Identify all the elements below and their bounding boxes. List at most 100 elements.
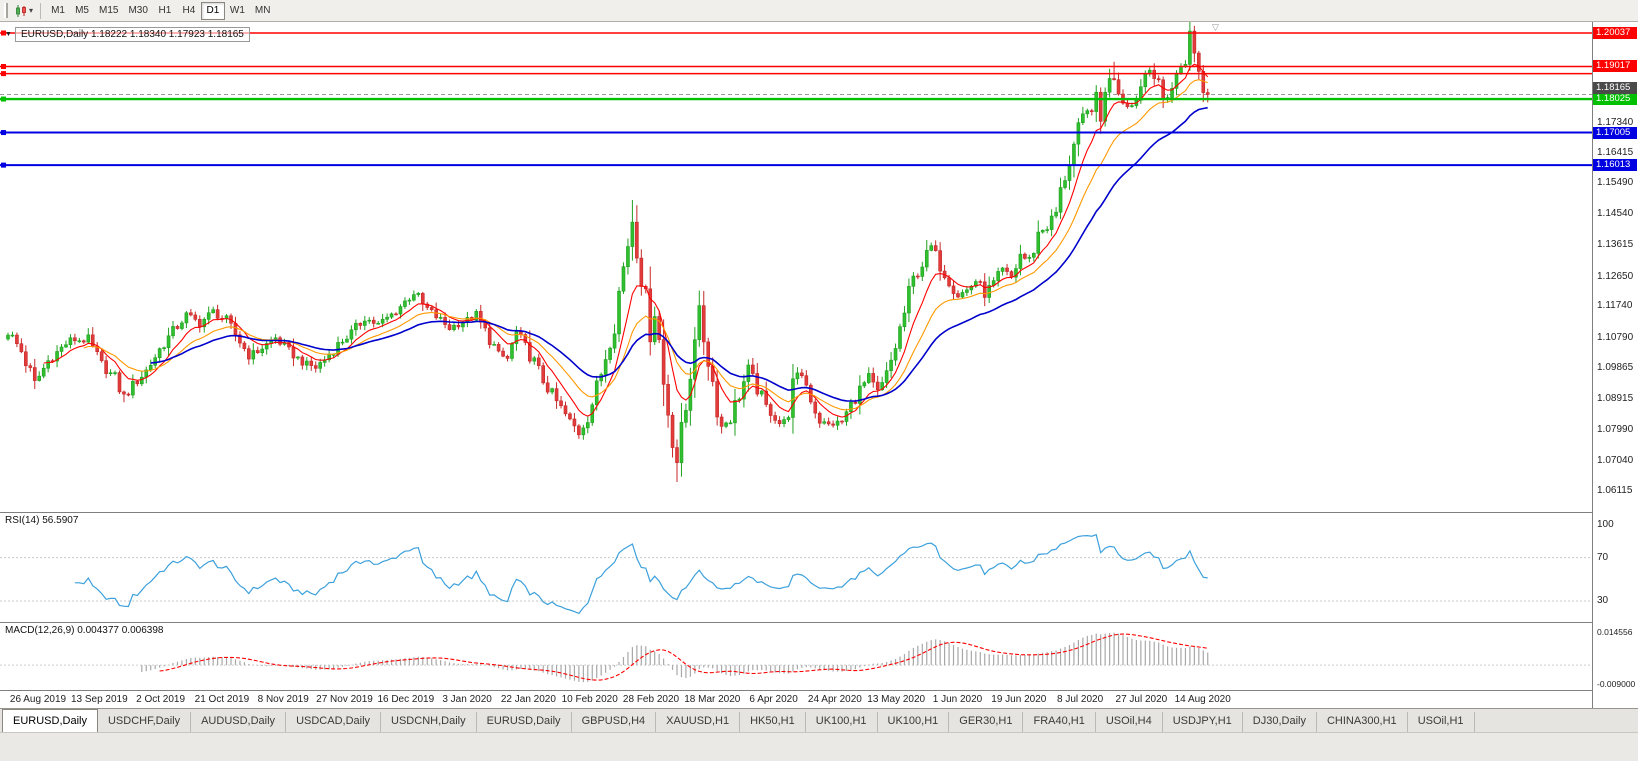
- ma-line-8: [43, 63, 1209, 418]
- period-button-h4[interactable]: H4: [182, 5, 196, 16]
- line-handle[interactable]: [1, 63, 6, 69]
- price-axis[interactable]: 1.17340 1.16415 1.15490 1.14540 1.13615 1.126…: [1593, 22, 1638, 708]
- period-button-m5[interactable]: M5: [75, 5, 89, 16]
- tab-uk100-h1[interactable]: UK100,H1: [878, 712, 950, 732]
- date-label: 1 Jun 2020: [932, 694, 983, 705]
- period-button-m1[interactable]: M1: [51, 5, 65, 16]
- tab-gbpusd-h4[interactable]: GBPUSD,H4: [572, 712, 657, 732]
- price-plot[interactable]: [0, 22, 1592, 512]
- price-line-badge: 1.17005: [1593, 127, 1637, 139]
- line-handle[interactable]: [1, 71, 6, 77]
- price-tick-label: 1.07990: [1597, 424, 1634, 435]
- plot-column: ▼ EURUSD,Daily 1.18222 1.18340 1.17923 1…: [0, 22, 1593, 708]
- macd-panel[interactable]: MACD(12,26,9) 0.004377 0.006398: [0, 622, 1592, 690]
- price-tick-label: 1.13615: [1597, 239, 1634, 250]
- period-button-m30[interactable]: M30: [128, 5, 148, 16]
- tab-china300-h1[interactable]: CHINA300,H1: [1317, 712, 1408, 732]
- price-tick-label: 1.15490: [1597, 177, 1634, 188]
- date-axis[interactable]: 26 Aug 2019 13 Sep 2019 2 Oct 2019 21 Oct 2…: [0, 690, 1592, 708]
- rsi-plot[interactable]: [0, 513, 1592, 622]
- date-label: 8 Jul 2020: [1057, 694, 1104, 705]
- date-label: 19 Jun 2020: [991, 694, 1047, 705]
- date-label: 24 Apr 2020: [807, 694, 862, 705]
- candlestick-chart-icon: [16, 4, 26, 17]
- rsi-indicator-label: RSI(14) 56.5907: [5, 515, 79, 526]
- chart-title: EURUSD,Daily 1.18222 1.18340 1.17923 1.1…: [14, 27, 250, 42]
- price-tick-label: 1.09865: [1597, 362, 1634, 373]
- candles-layer: [6, 22, 1210, 483]
- macd-indicator-label: MACD(12,26,9) 0.004377 0.006398: [5, 625, 164, 636]
- tab-usdcad-daily[interactable]: USDCAD,Daily: [286, 712, 382, 732]
- tab-eurusd-daily[interactable]: EURUSD,Daily: [477, 712, 572, 732]
- price-tick-label: 1.06115: [1597, 485, 1633, 496]
- date-label: 10 Feb 2020: [561, 694, 618, 705]
- line-handle[interactable]: [1, 30, 6, 36]
- price-tick-label: 1.16415: [1597, 147, 1634, 158]
- current-price-badge: 1.18165: [1593, 82, 1637, 94]
- price-tick-label: 1.07040: [1597, 455, 1634, 466]
- price-line-badge: 1.20037: [1593, 27, 1637, 39]
- tab-ger30-h1[interactable]: GER30,H1: [949, 712, 1024, 732]
- toolbar-separator: [40, 2, 42, 19]
- date-label: 2 Oct 2019: [136, 694, 186, 705]
- rsi-line: [74, 533, 1208, 615]
- tab-uk100-h1[interactable]: UK100,H1: [806, 712, 878, 732]
- date-label: 6 Apr 2020: [749, 694, 798, 705]
- tab-usdcnh-daily[interactable]: USDCNH,Daily: [381, 712, 477, 732]
- tab-usdjpy-h1[interactable]: USDJPY,H1: [1163, 712, 1243, 732]
- main-chart-panel[interactable]: ▼ EURUSD,Daily 1.18222 1.18340 1.17923 1…: [0, 22, 1592, 512]
- macd-histogram: [141, 632, 1209, 683]
- period-button-h1[interactable]: H1: [158, 5, 172, 16]
- rsi-scale-label: 30: [1597, 595, 1609, 606]
- one-click-trading-arrow[interactable]: ▼: [5, 31, 12, 38]
- tab-dj30-daily[interactable]: DJ30,Daily: [1243, 712, 1317, 732]
- chart-mode-button[interactable]: ▾: [12, 2, 35, 20]
- date-label: 16 Dec 2019: [377, 694, 435, 705]
- tab-usoil-h1[interactable]: USOil,H1: [1408, 712, 1475, 732]
- date-label: 13 May 2020: [867, 694, 926, 705]
- price-line-badge: 1.19017: [1593, 60, 1637, 72]
- macd-plot[interactable]: [0, 623, 1592, 690]
- price-line-badge: 1.18025: [1593, 93, 1637, 105]
- period-button-w1[interactable]: W1: [229, 5, 245, 16]
- line-handle[interactable]: [1, 162, 6, 168]
- date-label: 13 Sep 2019: [70, 694, 128, 705]
- chart-shift-marker[interactable]: ▽: [1212, 22, 1219, 32]
- period-button-m15[interactable]: M15: [99, 5, 119, 16]
- date-label: 21 Oct 2019: [194, 694, 250, 705]
- tab-xauusd-h1[interactable]: XAUUSD,H1: [656, 712, 741, 732]
- horizontal-lines-layer: [0, 30, 1592, 168]
- date-label: 28 Feb 2020: [622, 694, 680, 705]
- chevron-down-icon: ▾: [29, 6, 34, 15]
- ma-line-32: [150, 106, 1208, 402]
- toolbar-grip[interactable]: [4, 3, 8, 18]
- periodicity-toolbar: ▾ M1 M5 M15 M30 H1 H4 D1 W1 MN: [0, 0, 1638, 22]
- rsi-panel[interactable]: RSI(14) 56.5907: [0, 512, 1592, 622]
- tab-usdchf-daily[interactable]: USDCHF,Daily: [98, 712, 192, 732]
- period-button-d1[interactable]: D1: [200, 1, 225, 20]
- tab-audusd-daily[interactable]: AUDUSD,Daily: [191, 712, 287, 732]
- tab-eurusd-daily[interactable]: EURUSD,Daily: [2, 709, 98, 732]
- date-label: 22 Jan 2020: [500, 694, 556, 705]
- date-label: 14 Aug 2020: [1174, 694, 1231, 705]
- rsi-scale-label: 70: [1597, 552, 1609, 563]
- date-label: 27 Jul 2020: [1115, 694, 1168, 705]
- rsi-scale-label: 100: [1597, 519, 1614, 530]
- price-tick-label: 1.12650: [1597, 271, 1634, 282]
- line-handle[interactable]: [1, 130, 6, 136]
- price-line-badge: 1.16013: [1593, 159, 1637, 171]
- period-button-mn[interactable]: MN: [254, 5, 271, 16]
- line-handle[interactable]: [1, 96, 6, 102]
- chart-tabs-bar: EURUSD,Daily USDCHF,Daily AUDUSD,Daily USDC…: [0, 708, 1638, 732]
- price-tick-label: 1.11740: [1597, 300, 1633, 311]
- tab-fra40-h1[interactable]: FRA40,H1: [1023, 712, 1096, 732]
- date-label: 18 Mar 2020: [684, 694, 741, 705]
- date-label: 27 Nov 2019: [316, 694, 373, 705]
- chart-title-box: ▼ EURUSD,Daily 1.18222 1.18340 1.17923 1…: [5, 27, 250, 42]
- tab-hk50-h1[interactable]: HK50,H1: [740, 712, 806, 732]
- period-buttons-group: M1 M5 M15 M30 H1 H4 D1 W1 MN: [46, 1, 275, 20]
- price-tick-label: 1.14540: [1597, 208, 1634, 219]
- date-label: 3 Jan 2020: [442, 694, 492, 705]
- tab-usoil-h4[interactable]: USOil,H4: [1096, 712, 1163, 732]
- macd-scale-label: -0.009000: [1597, 679, 1636, 689]
